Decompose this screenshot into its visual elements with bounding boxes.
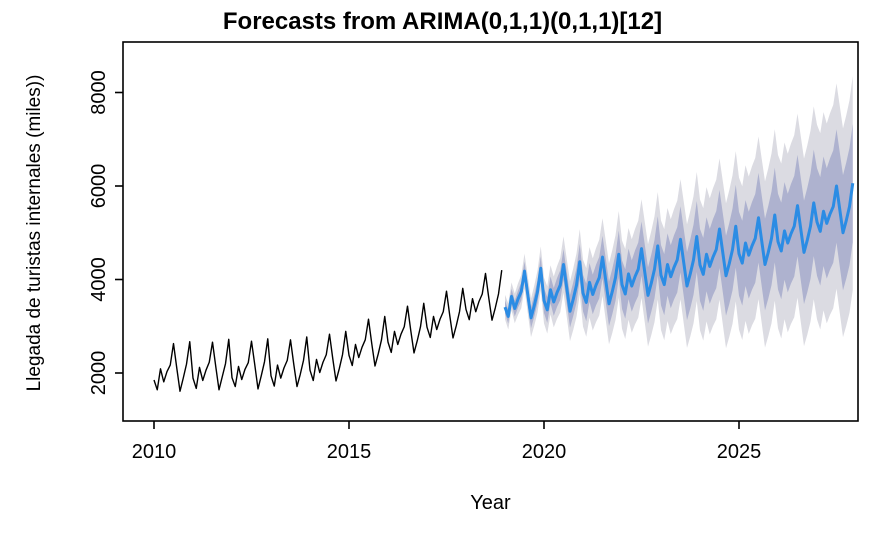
y-tick-label: 4000 <box>88 257 110 302</box>
y-tick-label: 8000 <box>88 70 110 115</box>
plot-border <box>122 41 859 422</box>
x-axis-label: Year <box>470 492 511 514</box>
x-tick-label: 2025 <box>717 441 762 463</box>
y-tick-label: 2000 <box>88 351 110 396</box>
y-tick-label: 6000 <box>88 164 110 209</box>
x-tick-label: 2010 <box>132 441 177 463</box>
x-tick-label: 2020 <box>522 441 567 463</box>
forecast-mean-line <box>503 182 855 320</box>
chart-title: Forecasts from ARIMA(0,1,1)(0,1,1)[12] <box>222 8 663 35</box>
observed-series-line <box>153 270 503 392</box>
x-tick-label: 2015 <box>327 441 372 463</box>
interval-80-band <box>505 124 853 329</box>
y-axis-label: Llegada de turistas internales (miles)) <box>24 74 45 392</box>
